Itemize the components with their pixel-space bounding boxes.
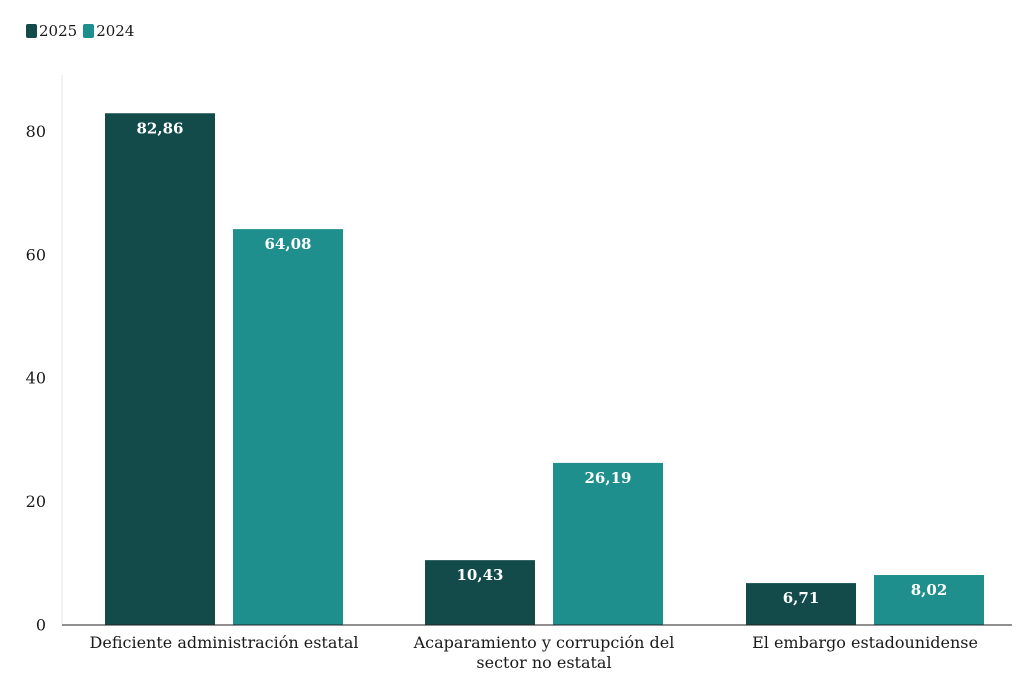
- bar-value-label: 64,08: [265, 235, 312, 253]
- bar-2024-1: [233, 229, 343, 625]
- x-category-label: El embargo estadounidense: [752, 633, 978, 652]
- bar-2025-2: [425, 560, 535, 625]
- y-tick-label: 20: [26, 492, 46, 511]
- chart-legend: 2025 2024: [26, 22, 136, 40]
- x-category-label: Acaparamiento y corrupción del sector no …: [413, 633, 675, 672]
- y-tick-label: 0: [36, 616, 46, 635]
- y-tick-label: 40: [26, 369, 46, 388]
- legend-item-2024: 2024: [83, 22, 134, 40]
- y-tick-label: 60: [26, 245, 46, 264]
- bar-2024-2: [553, 462, 663, 625]
- legend-item-2025: 2025: [26, 22, 77, 40]
- x-category-label: Deficiente administración estatal: [90, 633, 359, 652]
- legend-swatch-2025: [26, 24, 37, 38]
- x-category-label-line: Deficiente administración estatal: [90, 633, 359, 652]
- legend-label-2024: 2024: [96, 22, 135, 40]
- legend-label-2025: 2025: [39, 22, 78, 40]
- x-category-label-line: sector no estatal: [476, 653, 611, 672]
- bar-2024-3: [874, 575, 984, 625]
- legend-swatch-2024: [83, 24, 95, 38]
- bar-2025-1: [105, 113, 215, 625]
- y-tick-label: 80: [26, 122, 46, 141]
- bar-value-label: 82,86: [137, 119, 184, 137]
- bar-2025-3: [746, 583, 856, 625]
- bar-value-label: 8,02: [911, 581, 948, 599]
- bar-value-label: 26,19: [585, 469, 632, 487]
- x-category-label-line: Acaparamiento y corrupción del: [413, 633, 675, 652]
- bar-value-label: 6,71: [783, 589, 820, 607]
- x-category-label-line: El embargo estadounidense: [752, 633, 978, 652]
- bar-value-label: 10,43: [457, 566, 504, 584]
